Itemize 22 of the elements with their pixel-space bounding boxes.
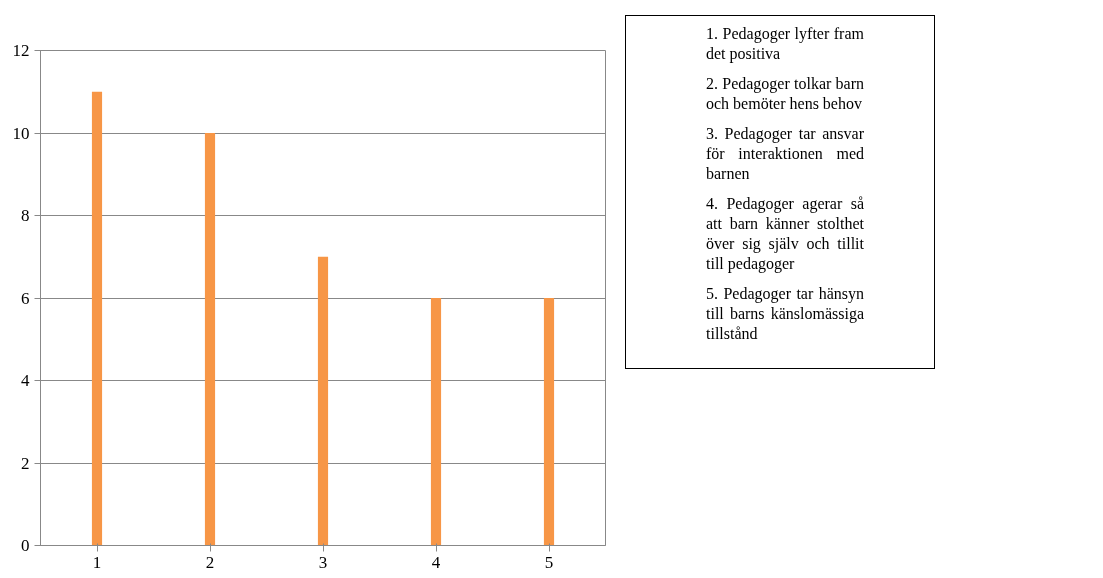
y-tick-label: 8	[21, 206, 30, 225]
bar	[204, 133, 216, 546]
x-tick-label: 4	[431, 552, 441, 572]
y-tick-label: 12	[12, 41, 30, 60]
y-tick-label: 4	[21, 371, 30, 390]
bar	[91, 91, 103, 546]
x-tick-label: 5	[544, 552, 554, 572]
x-tick-label: 3	[318, 552, 328, 572]
bar	[430, 298, 442, 546]
text: 1. Pedagoger lyfter fram det positiva	[706, 24, 864, 64]
text: 5. Pedagoger tar hänsyn till barns känslomässiga tillstånd	[706, 284, 864, 344]
text: 2. Pedagoger tolkar barn och bemöter hens behov	[706, 74, 864, 114]
bar	[317, 256, 329, 546]
y-tick-label: 10	[12, 123, 30, 143]
text: 3. Pedagoger tar ansvar för interaktionen med barnen	[706, 124, 864, 184]
y-tick-label: 2	[21, 453, 30, 473]
text: 4. Pedagoger agerar så att barn känner stolthet över sig själv och tillit till pedagoger	[706, 194, 864, 274]
y-tick-label: 6	[21, 288, 30, 308]
x-tick-label: 1	[92, 552, 102, 572]
bar	[543, 298, 555, 546]
y-tick-label: 0	[21, 536, 30, 555]
x-tick-label: 2	[205, 552, 215, 572]
